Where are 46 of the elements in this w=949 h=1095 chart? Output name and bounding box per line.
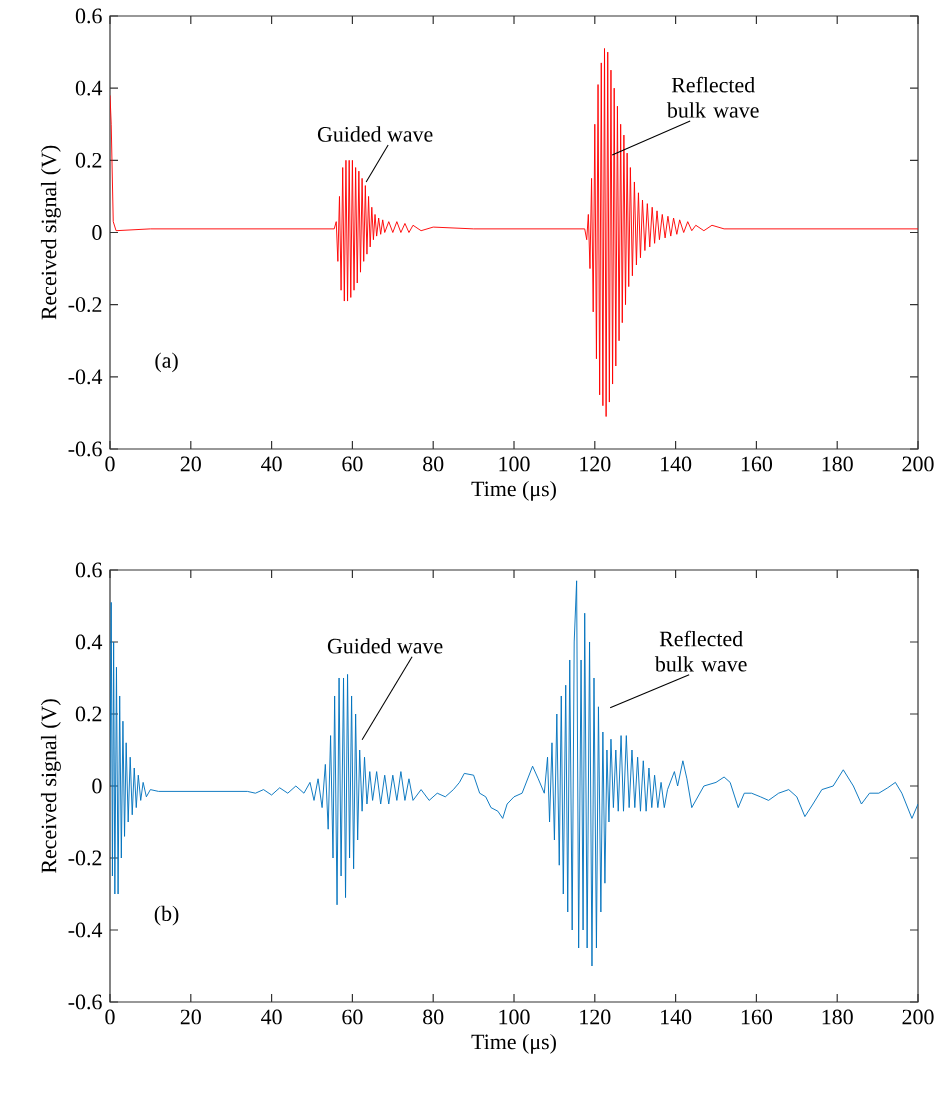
x-tick-label: 0 [105, 456, 115, 472]
y-axis-title: Received signal (V) [40, 699, 61, 874]
y-tick-label: -0.4 [68, 922, 103, 938]
x-tick-label: 200 [902, 456, 934, 472]
x-tick-label: 160 [741, 1009, 773, 1025]
x-tick-label: 200 [902, 1009, 934, 1025]
x-tick-label: 100 [499, 1009, 530, 1025]
x-axis-title: Time (μs) [471, 480, 556, 501]
annotation: (a) [155, 352, 178, 373]
y-tick-label: -0.6 [68, 994, 102, 1010]
x-tick-label: 180 [822, 1009, 853, 1025]
x-tick-label: 120 [580, 1009, 611, 1025]
y-tick-label: -0.4 [68, 369, 103, 385]
x-tick-label: 180 [822, 456, 853, 472]
x-tick-label: 120 [580, 456, 611, 472]
x-tick-label: 20 [180, 456, 201, 472]
x-tick-label: 60 [342, 456, 363, 472]
x-tick-label: 40 [261, 456, 282, 472]
x-tick-label: 20 [180, 1009, 201, 1025]
x-tick-label: 80 [423, 1009, 444, 1025]
y-tick-label: -0.2 [68, 850, 102, 866]
annotation: Reflected bulk wave [666, 76, 759, 118]
y-tick-label: 0 [92, 778, 102, 794]
x-tick-label: 100 [499, 456, 530, 472]
y-tick-label: 0.6 [75, 562, 102, 578]
y-tick-label: 0 [92, 225, 102, 240]
y-tick-label: 0.4 [75, 80, 103, 96]
x-tick-label: 160 [741, 456, 773, 472]
x-axis-title: Time (μs) [471, 1033, 556, 1054]
y-tick-label: 0.6 [75, 8, 102, 24]
y-tick-label: 0.2 [75, 706, 102, 722]
annotation: (b) [154, 905, 179, 926]
annotation: Guided wave [327, 638, 443, 654]
y-tick-label: -0.6 [68, 441, 102, 457]
annotation: Reflected bulk wave [654, 630, 747, 672]
x-tick-label: 40 [261, 1009, 282, 1025]
x-tick-label: 0 [105, 1009, 115, 1025]
y-tick-label: 0.2 [75, 152, 102, 168]
x-tick-label: 140 [661, 456, 692, 472]
x-tick-label: 140 [661, 1009, 692, 1025]
annotation: Guided wave [317, 126, 433, 142]
x-tick-label: 80 [423, 456, 444, 472]
y-tick-label: 0.4 [75, 634, 103, 650]
y-axis-title: Received signal (V) [40, 145, 61, 320]
x-tick-label: 60 [342, 1009, 363, 1025]
y-tick-label: -0.2 [68, 297, 102, 313]
